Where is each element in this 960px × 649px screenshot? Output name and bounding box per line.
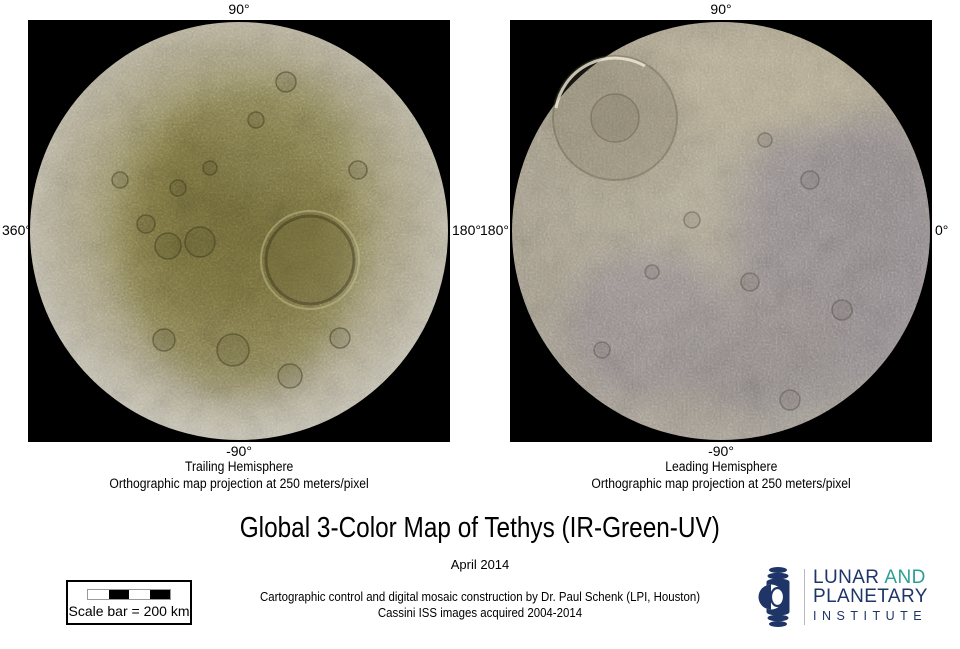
lon-label-left-leading: 180° — [480, 222, 509, 238]
lon-label-left-trailing: 360° — [2, 222, 31, 238]
scale-segment-white — [88, 590, 109, 599]
credit-line-cassini: Cassini ISS images acquired 2004-2014 — [377, 605, 583, 620]
lpi-logo-mark-icon — [758, 567, 790, 627]
scale-segment-white — [129, 590, 150, 599]
scale-segment-black — [149, 590, 170, 599]
lat-label-bottom-leading: -90° — [708, 443, 734, 459]
scale-bar-graphic — [87, 589, 171, 600]
caption-projection-trailing: Orthographic map projection at 250 meter… — [109, 476, 369, 491]
lpi-logo: LUNAR AND PLANETARY INSTITUTE — [758, 566, 928, 628]
caption-projection-leading: Orthographic map projection at 250 meter… — [591, 476, 851, 491]
lpi-logo-text: LUNAR AND PLANETARY INSTITUTE — [813, 568, 928, 626]
hemisphere-panel-leading — [510, 20, 932, 442]
trailing-hemisphere-globe — [30, 22, 448, 440]
poster-date: April 2014 — [450, 557, 510, 572]
scale-bar-box: Scale bar = 200 km — [66, 580, 192, 625]
hemisphere-panel-trailing — [28, 20, 450, 442]
caption-title-trailing: Trailing Hemisphere — [184, 459, 294, 474]
lat-label-bottom-trailing: -90° — [226, 443, 252, 459]
lpi-word-planetary: PLANETARY — [813, 586, 928, 607]
trailing-craters — [111, 71, 368, 389]
lpi-word-institute: INSTITUTE — [813, 609, 928, 623]
lat-label-top-leading: 90° — [710, 1, 732, 17]
lat-label-top-trailing: 90° — [228, 1, 250, 17]
credit-line-cartography: Cartographic control and digital mosaic … — [259, 589, 701, 604]
lpi-line-lunar-and: LUNAR AND — [813, 568, 928, 587]
lpi-logo-divider — [804, 569, 805, 625]
leading-craters — [552, 55, 853, 411]
lpi-word-and: AND — [884, 567, 926, 588]
scale-bar-label: Scale bar = 200 km — [68, 603, 190, 619]
poster-title: Global 3-Color Map of Tethys (IR-Green-U… — [239, 512, 721, 544]
caption-title-leading: Leading Hemisphere — [664, 459, 778, 474]
lpi-word-lunar: LUNAR — [813, 567, 880, 588]
leading-hemisphere-globe — [512, 22, 930, 440]
lon-label-right-leading: 0° — [935, 222, 949, 238]
lon-label-right-trailing: 180° — [452, 222, 481, 238]
scale-segment-black — [108, 590, 129, 599]
